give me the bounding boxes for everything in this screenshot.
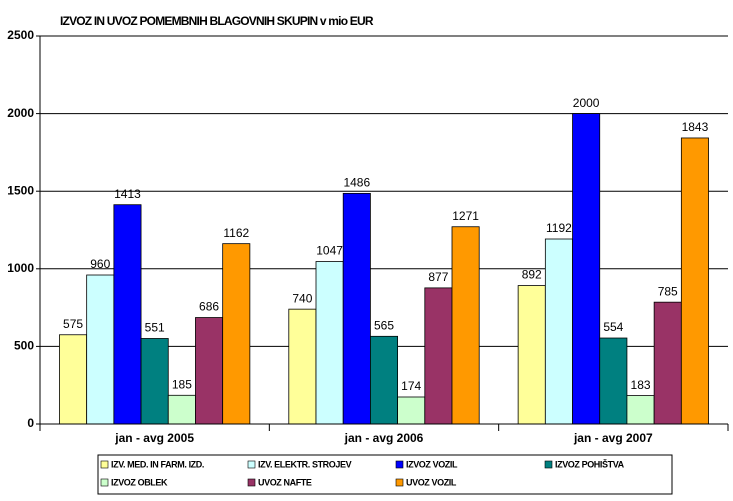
data-label: 185 bbox=[172, 377, 192, 391]
bar bbox=[517, 285, 546, 425]
legend-label: IZV. ELEKTR. STROJEV bbox=[258, 459, 352, 469]
legend-swatch bbox=[247, 460, 256, 469]
bar bbox=[369, 335, 398, 425]
legend-label: IZV. MED. IN FARM. IZD. bbox=[111, 459, 204, 469]
bar bbox=[544, 238, 573, 425]
legend-swatch bbox=[247, 478, 256, 487]
bar bbox=[451, 226, 480, 425]
bar bbox=[424, 287, 453, 425]
data-label: 960 bbox=[90, 257, 110, 271]
legend-label: IZVOZ POHIŠTVA bbox=[555, 458, 625, 469]
data-label: 554 bbox=[603, 320, 623, 334]
bar bbox=[288, 308, 317, 425]
data-label: 785 bbox=[658, 284, 678, 298]
data-label: 740 bbox=[292, 291, 312, 305]
data-label: 565 bbox=[374, 318, 394, 332]
bar bbox=[195, 317, 224, 425]
y-tick-label: 2500 bbox=[7, 28, 34, 42]
legend-label: UVOZ VOZIL bbox=[406, 477, 457, 487]
y-tick-label: 1000 bbox=[7, 261, 34, 275]
legend-swatch bbox=[100, 460, 109, 469]
y-tick-label: 2000 bbox=[7, 106, 34, 120]
data-label: 575 bbox=[63, 317, 83, 331]
data-label: 686 bbox=[199, 300, 219, 314]
data-label: 1271 bbox=[452, 209, 479, 223]
bar bbox=[572, 113, 601, 425]
data-label: 2000 bbox=[573, 96, 600, 110]
bar bbox=[626, 395, 655, 425]
bar bbox=[315, 261, 344, 425]
bar bbox=[113, 204, 142, 425]
data-label: 183 bbox=[631, 378, 651, 392]
data-label: 877 bbox=[428, 270, 448, 284]
y-tick-label: 0 bbox=[27, 416, 34, 430]
legend-swatch bbox=[395, 460, 404, 469]
data-label: 1413 bbox=[114, 187, 141, 201]
legend-swatch bbox=[544, 460, 553, 469]
y-tick-label: 1500 bbox=[7, 183, 34, 197]
y-tick-label: 500 bbox=[14, 339, 34, 353]
bar bbox=[653, 301, 682, 425]
legend-box bbox=[97, 454, 673, 495]
bar bbox=[59, 334, 88, 425]
data-label: 1486 bbox=[343, 176, 370, 190]
data-label: 1047 bbox=[316, 244, 343, 258]
legend-label: IZVOZ OBLEK bbox=[111, 477, 168, 487]
data-label: 174 bbox=[401, 379, 421, 393]
bar bbox=[167, 394, 196, 425]
data-label: 1162 bbox=[223, 226, 249, 240]
bar bbox=[397, 396, 426, 425]
bar bbox=[342, 192, 371, 425]
data-label: 551 bbox=[145, 321, 165, 335]
legend-swatch bbox=[395, 478, 404, 487]
x-tick-label: jan - avg 2006 bbox=[344, 431, 424, 445]
data-label: 1192 bbox=[546, 221, 572, 235]
x-tick-label: jan - avg 2007 bbox=[573, 431, 653, 445]
legend-label: UVOZ NAFTE bbox=[258, 477, 312, 487]
chart-title: IZVOZ IN UVOZ POMEMBNIH BLAGOVNIH SKUPIN… bbox=[60, 14, 374, 28]
legend-swatch bbox=[100, 478, 109, 487]
bar bbox=[599, 337, 628, 425]
legend-label: IZVOZ VOZIL bbox=[406, 459, 458, 469]
bar bbox=[680, 137, 709, 425]
x-tick-label: jan - avg 2005 bbox=[114, 431, 194, 445]
data-label: 1843 bbox=[682, 120, 709, 134]
bar bbox=[86, 274, 115, 425]
data-label: 892 bbox=[522, 268, 542, 282]
bar bbox=[140, 338, 169, 425]
bar bbox=[222, 243, 251, 425]
